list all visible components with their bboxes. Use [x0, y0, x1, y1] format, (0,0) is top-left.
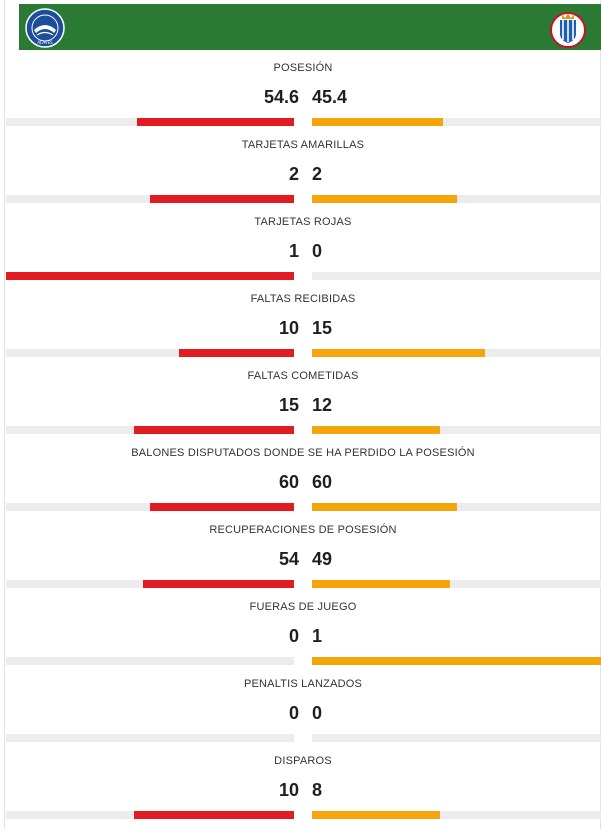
away-value: 45.4	[312, 87, 348, 107]
home-bar-fill	[137, 118, 294, 126]
home-bar-fill	[134, 811, 294, 819]
home-bar-fill	[6, 272, 294, 280]
away-bar-track	[312, 580, 601, 588]
away-bar-track	[312, 811, 601, 819]
away-bar-track	[312, 272, 601, 280]
away-bar-track	[312, 118, 601, 126]
home-value: 1	[288, 241, 299, 261]
stat-label: BALONES DISPUTADOS DONDE SE HA PERDIDO L…	[131, 447, 475, 459]
stat-row: FUERAS DE JUEGO 0 1	[5, 589, 601, 666]
stat-label: TARJETAS AMARILLAS	[241, 139, 365, 151]
stat-row: PENALTIS LANZADOS 0 0	[5, 666, 601, 743]
away-value: 60	[312, 472, 333, 492]
away-bar-fill	[312, 426, 440, 434]
away-value: 15	[312, 318, 333, 338]
home-bar-fill	[150, 503, 294, 511]
stat-label: RECUPERACIONES DE POSESIÓN	[209, 524, 397, 536]
away-bar-fill	[312, 195, 457, 203]
away-value: 2	[312, 164, 323, 184]
stats-list: POSESIÓN 54.6 45.4 TARJETAS AMARILLAS 2 …	[5, 50, 601, 820]
match-stats-panel: ALAVÉS POSESIÓN 54.6 45.4 TARJETAS AMARI…	[4, 0, 601, 829]
home-bar-track	[6, 811, 294, 819]
away-value: 1	[312, 626, 323, 646]
home-bar-track	[6, 195, 294, 203]
stat-row: BALONES DISPUTADOS DONDE SE HA PERDIDO L…	[5, 435, 601, 512]
home-value: 10	[278, 780, 299, 800]
away-value: 49	[312, 549, 333, 569]
stat-label: FALTAS COMETIDAS	[247, 370, 359, 382]
home-bar-fill	[179, 349, 294, 357]
away-bar-track	[312, 426, 601, 434]
home-bar-track	[6, 580, 294, 588]
away-bar-fill	[312, 349, 485, 357]
away-bar-track	[312, 734, 601, 742]
espanyol-crest-icon[interactable]	[548, 8, 588, 48]
away-bar-track	[312, 657, 601, 665]
home-value: 15	[278, 395, 299, 415]
home-value: 0	[288, 626, 299, 646]
stat-row: POSESIÓN 54.6 45.4	[5, 50, 601, 127]
teams-header: ALAVÉS	[19, 4, 601, 50]
home-value: 10	[278, 318, 299, 338]
home-value: 60	[278, 472, 299, 492]
stat-row: FALTAS RECIBIDAS 10 15	[5, 281, 601, 358]
home-bar-track	[6, 426, 294, 434]
home-bar-track	[6, 734, 294, 742]
away-value: 8	[312, 780, 323, 800]
home-value: 0	[288, 703, 299, 723]
home-value: 54.6	[263, 87, 299, 107]
away-bar-fill	[312, 657, 601, 665]
home-bar-fill	[150, 195, 294, 203]
away-bar-fill	[312, 503, 457, 511]
stat-label: TARJETAS ROJAS	[254, 216, 352, 228]
home-bar-track	[6, 349, 294, 357]
alaves-crest-icon[interactable]: ALAVÉS	[25, 8, 65, 48]
away-bar-fill	[312, 118, 443, 126]
home-bar-fill	[134, 426, 294, 434]
stat-row: FALTAS COMETIDAS 15 12	[5, 358, 601, 435]
away-bar-fill	[312, 580, 450, 588]
stat-row: RECUPERACIONES DE POSESIÓN 54 49	[5, 512, 601, 589]
home-value: 2	[288, 164, 299, 184]
home-bar-track	[6, 272, 294, 280]
stat-label: PENALTIS LANZADOS	[243, 678, 363, 690]
stat-label: DISPAROS	[274, 755, 332, 767]
away-value: 0	[312, 241, 323, 261]
away-bar-track	[312, 503, 601, 511]
stat-row: TARJETAS ROJAS 1 0	[5, 204, 601, 281]
svg-text:ALAVÉS: ALAVÉS	[37, 40, 53, 45]
stat-row: TARJETAS AMARILLAS 2 2	[5, 127, 601, 204]
away-bar-track	[312, 195, 601, 203]
home-value: 54	[278, 549, 299, 569]
away-bar-track	[312, 349, 601, 357]
home-bar-track	[6, 118, 294, 126]
away-value: 12	[312, 395, 333, 415]
away-value: 0	[312, 703, 323, 723]
home-bar-fill	[143, 580, 294, 588]
home-bar-track	[6, 503, 294, 511]
stat-row: DISPAROS 10 8	[5, 743, 601, 820]
stat-label: POSESIÓN	[273, 62, 333, 74]
away-bar-fill	[312, 811, 440, 819]
stat-label: FUERAS DE JUEGO	[249, 601, 357, 613]
stat-label: FALTAS RECIBIDAS	[250, 293, 356, 305]
home-bar-track	[6, 657, 294, 665]
